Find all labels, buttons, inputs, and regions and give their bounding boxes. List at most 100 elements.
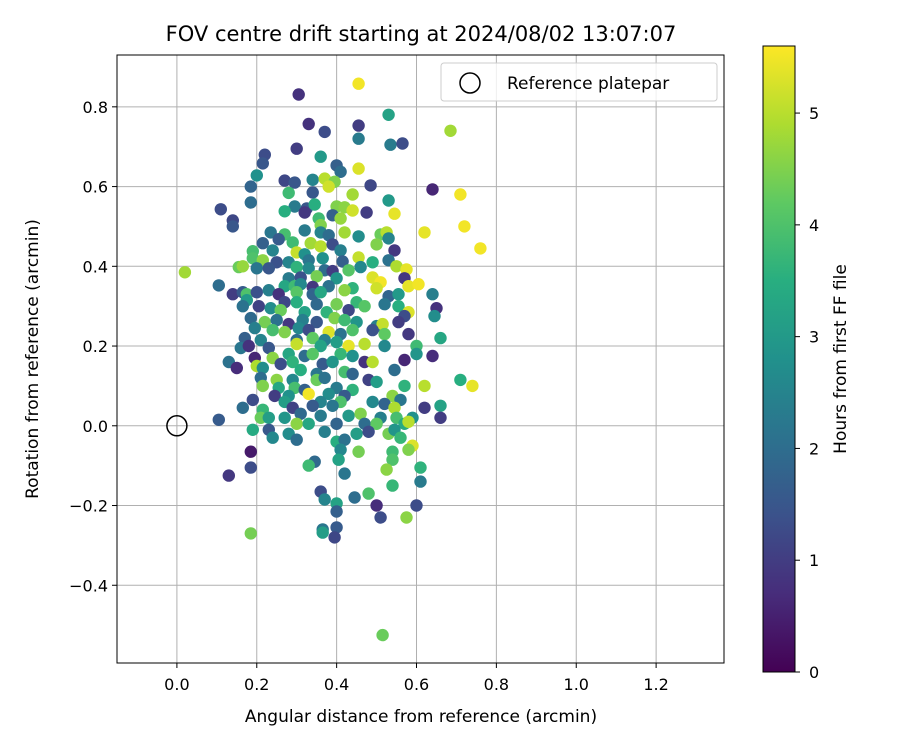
data-point xyxy=(334,347,347,361)
colorbar-tick-label: 5 xyxy=(809,104,819,123)
data-point xyxy=(318,371,331,385)
data-point xyxy=(374,511,387,524)
data-point xyxy=(272,233,285,246)
data-point xyxy=(290,433,303,446)
data-point xyxy=(434,411,447,424)
data-point xyxy=(266,244,279,257)
data-point xyxy=(302,417,315,430)
data-point xyxy=(330,521,343,534)
data-point xyxy=(358,337,371,351)
data-point xyxy=(308,198,321,211)
data-point xyxy=(370,282,383,295)
data-point xyxy=(474,242,487,255)
reference-platepar-marker xyxy=(166,415,188,437)
data-point xyxy=(286,355,299,369)
data-point xyxy=(410,499,423,512)
data-point xyxy=(352,119,365,132)
data-point xyxy=(288,176,301,189)
data-point xyxy=(334,443,347,456)
data-point xyxy=(226,288,239,301)
data-point xyxy=(306,331,319,345)
colorbar: 0 1 2 3 4 5 Hours from first FF file xyxy=(762,45,851,682)
data-point xyxy=(352,77,365,90)
data-point xyxy=(346,349,359,363)
y-tick-label: 0.8 xyxy=(83,98,108,117)
data-point xyxy=(346,323,359,337)
data-point xyxy=(278,205,291,218)
data-point xyxy=(370,499,383,512)
data-point xyxy=(330,505,343,518)
data-point xyxy=(384,138,397,151)
data-point xyxy=(380,463,393,476)
data-point xyxy=(302,262,315,275)
data-point xyxy=(322,387,335,401)
data-point xyxy=(288,200,301,213)
data-point xyxy=(306,347,319,361)
data-point xyxy=(290,337,303,351)
data-point xyxy=(262,284,275,297)
data-point xyxy=(354,260,367,274)
data-point xyxy=(248,321,261,335)
x-tick-label: 0.0 xyxy=(164,675,189,694)
data-point xyxy=(274,357,287,371)
data-point xyxy=(244,196,257,209)
y-tick-label: −0.4 xyxy=(69,576,108,595)
data-point xyxy=(366,355,379,369)
data-point xyxy=(236,401,249,414)
data-point xyxy=(370,238,383,251)
data-point xyxy=(250,169,263,182)
data-point xyxy=(226,220,239,233)
data-point xyxy=(426,349,439,363)
data-point xyxy=(222,469,235,482)
data-point xyxy=(338,226,351,239)
data-point xyxy=(348,491,361,504)
data-point xyxy=(396,137,409,150)
data-point xyxy=(330,298,343,311)
legend-box xyxy=(440,62,718,102)
data-point xyxy=(388,363,401,377)
data-point xyxy=(336,255,349,268)
x-axis-label: Angular distance from reference (arcmin) xyxy=(245,707,597,727)
data-points xyxy=(178,77,487,642)
data-point xyxy=(334,244,347,257)
data-point xyxy=(378,327,391,341)
data-point xyxy=(334,212,347,225)
data-point xyxy=(398,379,411,393)
data-point xyxy=(314,150,327,163)
data-point xyxy=(364,179,377,192)
data-point xyxy=(314,339,327,353)
data-point xyxy=(292,321,305,335)
data-point xyxy=(382,232,395,245)
colorbar-gradient xyxy=(763,46,795,672)
data-point xyxy=(314,286,327,299)
colorbar-tick-label: 4 xyxy=(809,216,819,235)
data-point xyxy=(342,339,355,353)
data-point xyxy=(246,423,259,436)
data-point xyxy=(278,411,291,424)
data-point xyxy=(376,317,389,331)
data-point xyxy=(212,279,225,292)
data-point xyxy=(418,379,431,393)
x-axis-ticks: 0.0 0.2 0.4 0.6 0.8 1.0 1.2 xyxy=(164,663,669,694)
y-tick-label: 0.0 xyxy=(83,417,108,436)
legend-entry-reference: Reference platepar xyxy=(507,74,669,94)
data-point xyxy=(434,399,447,412)
x-tick-label: 0.6 xyxy=(404,675,429,694)
y-axis-label: Rotation from reference (arcmin) xyxy=(23,219,43,499)
data-point xyxy=(322,180,335,193)
data-point xyxy=(326,399,339,412)
data-point xyxy=(402,415,415,428)
data-point xyxy=(244,180,257,193)
data-point xyxy=(328,531,341,544)
data-point xyxy=(352,251,365,264)
data-point xyxy=(242,339,255,353)
data-point xyxy=(212,413,225,426)
data-point xyxy=(290,417,303,430)
data-point xyxy=(256,361,269,375)
data-point xyxy=(414,475,427,488)
data-point xyxy=(346,188,359,201)
data-point xyxy=(268,389,281,403)
data-point xyxy=(244,311,257,325)
data-point xyxy=(270,313,283,327)
colorbar-frame xyxy=(762,45,796,673)
